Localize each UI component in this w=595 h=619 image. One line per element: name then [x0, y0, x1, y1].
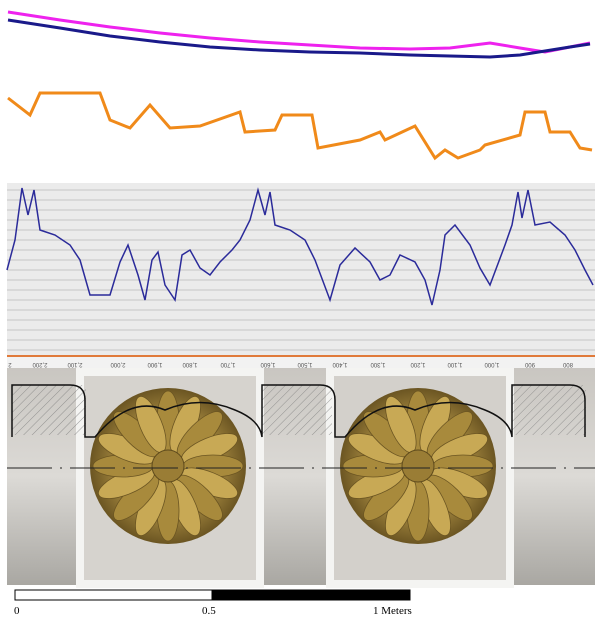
rosette-center: [151, 449, 185, 483]
axis-label: 1,800: [182, 361, 198, 367]
top-profiles: [7, 10, 593, 161]
axis-label: 900: [524, 361, 535, 367]
axis-label: 2: [8, 361, 12, 367]
scale-label: 1 Meters: [373, 605, 412, 617]
orange-line: [7, 91, 593, 161]
scale-bar: 0 0.5 1 Meters: [14, 589, 412, 617]
axis-label: 1,500: [297, 361, 313, 367]
axis-label: 800: [562, 361, 573, 367]
profile-panel: 2 2,200 2,100 2,000 1,900 1,800 1,700 1,600 1,50…: [6, 183, 595, 368]
axis-label: 1,600: [260, 361, 276, 367]
scale-label: 0: [14, 605, 20, 617]
rosette-center: [401, 449, 435, 483]
axis-label: 1,900: [147, 361, 163, 367]
profile-line: [6, 187, 594, 306]
axis-label: 2,100: [67, 361, 83, 367]
axis-label: 2,200: [32, 361, 48, 367]
axis-label: 2,000: [110, 361, 126, 367]
scale-label: 0.5: [202, 605, 216, 617]
axis-label: 1,000: [484, 361, 500, 367]
axis-label: 1,300: [370, 361, 386, 367]
photo: [7, 368, 595, 588]
navy-line: [7, 18, 591, 59]
axis-label: 1,200: [410, 361, 426, 367]
axis-label: 1,100: [447, 361, 463, 367]
magenta-line: [7, 10, 591, 54]
axis-label: 1,400: [332, 361, 348, 367]
axis-label: 1,700: [220, 361, 236, 367]
